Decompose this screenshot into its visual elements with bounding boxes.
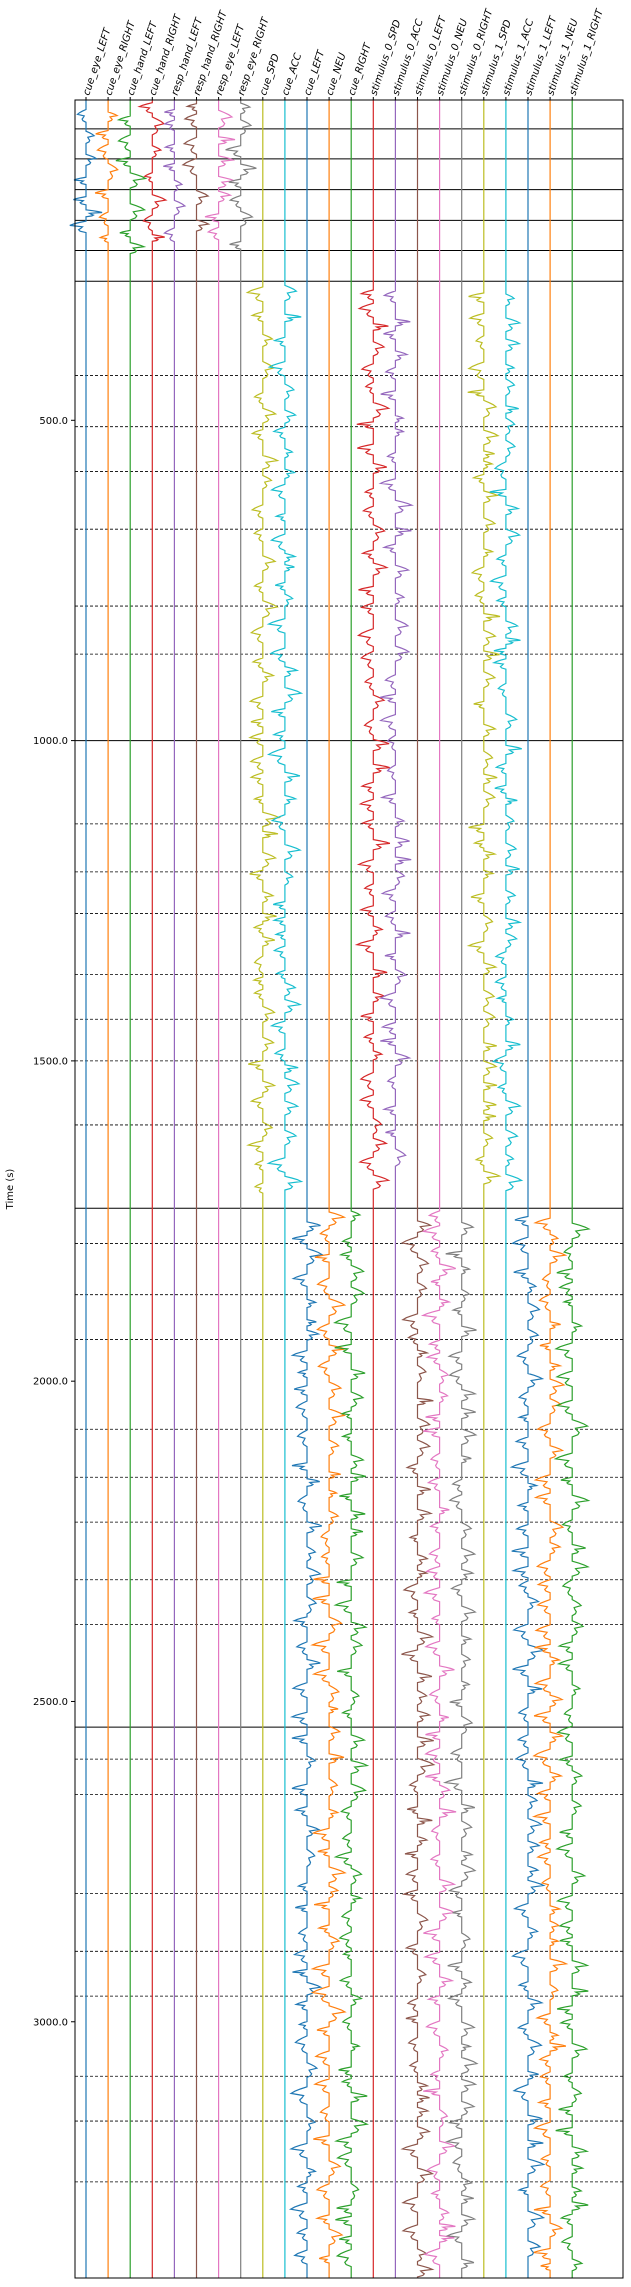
series-cue-spd bbox=[245, 100, 282, 2278]
y-tick-label: 2000.0 bbox=[33, 1377, 68, 1388]
channel-label: cue_SPD bbox=[258, 52, 282, 97]
series-layer bbox=[69, 100, 591, 2278]
series-cue-hand-left bbox=[115, 100, 148, 2278]
y-axis-label: Time (s) bbox=[5, 1169, 16, 1211]
series-resp-eye-left bbox=[204, 100, 236, 2278]
series-resp-hand-left bbox=[163, 100, 187, 2278]
series-cue-right bbox=[333, 100, 370, 2278]
channel-label: cue_NEU bbox=[324, 51, 348, 97]
channel-label: cue_LEFT bbox=[302, 48, 327, 97]
series-stimulus-0-left bbox=[400, 100, 436, 2278]
series-stimulus-1-neu bbox=[531, 100, 569, 2278]
series-cue-eye-right bbox=[94, 100, 119, 2278]
series-resp-eye-right bbox=[225, 100, 257, 2278]
series-stimulus-0-spd bbox=[354, 100, 391, 2278]
series-stimulus-0-neu bbox=[420, 100, 457, 2278]
y-tick-label: 3000.0 bbox=[33, 2017, 68, 2028]
series-stimulus-1-right bbox=[553, 100, 591, 2278]
series-stimulus-0-right bbox=[442, 100, 479, 2278]
series-stimulus-0-acc bbox=[378, 100, 415, 2278]
y-tick-label: 2500.0 bbox=[33, 1697, 68, 1708]
boundaries-layer bbox=[75, 128, 623, 2183]
series-cue-hand-right bbox=[137, 100, 168, 2278]
series-stimulus-1-spd bbox=[466, 100, 502, 2278]
y-tick-label: 1500.0 bbox=[33, 1056, 68, 1067]
channel-labels: cue_eye_LEFTcue_eye_RIGHTcue_hand_LEFTcu… bbox=[81, 7, 606, 100]
series-stimulus-1-left bbox=[509, 100, 546, 2278]
plot-frame bbox=[74, 99, 624, 2279]
series-cue-acc bbox=[266, 100, 304, 2278]
y-tick-label: 1000.0 bbox=[33, 736, 68, 747]
series-resp-hand-right bbox=[181, 100, 211, 2278]
series-stimulus-1-acc bbox=[488, 100, 524, 2278]
y-axis-ticks: 500.0 1000.0 1500.0 2000.0 2500.0 3000.0 bbox=[33, 416, 75, 2028]
series-cue-left bbox=[288, 100, 324, 2278]
y-tick-label: 500.0 bbox=[39, 416, 68, 427]
series-cue-eye-left bbox=[69, 100, 103, 2278]
channel-label: cue_ACC bbox=[280, 52, 304, 97]
series-cue-neu bbox=[310, 100, 347, 2278]
